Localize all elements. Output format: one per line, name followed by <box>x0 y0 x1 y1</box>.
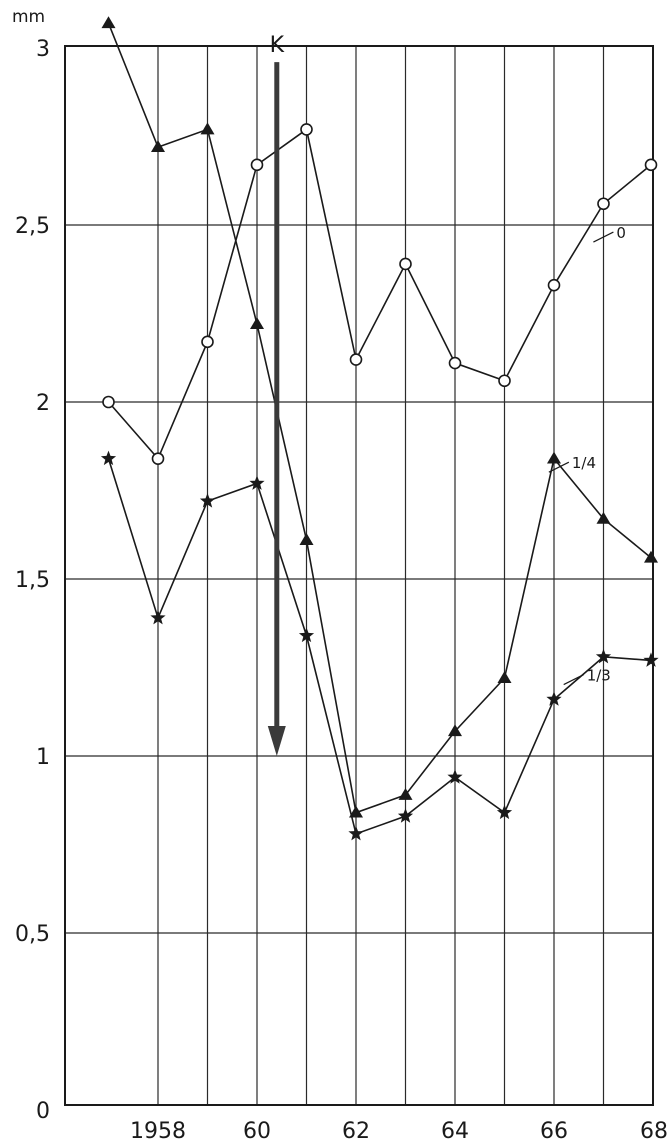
star-marker <box>100 450 117 466</box>
circle-marker <box>448 356 462 370</box>
triangle-marker <box>547 451 561 464</box>
x-tick-label: 68 <box>640 1119 668 1142</box>
series-label-leader <box>548 461 570 473</box>
triangle-marker <box>200 122 215 135</box>
y-axis-tick-labels: 0 0,5 1 1,5 2 2,5 3 <box>15 37 50 1124</box>
triangle-marker <box>349 805 363 818</box>
triangle-marker <box>250 317 264 330</box>
triangle-marker <box>497 671 512 684</box>
annotation-arrow: K <box>267 33 286 756</box>
triangle-marker <box>596 511 611 524</box>
y-tick-label: 0,5 <box>15 922 50 947</box>
y-tick-label: 1,5 <box>15 568 50 593</box>
y-tick-label: 0 <box>36 1099 50 1124</box>
x-tick-label: 1958 <box>130 1119 186 1142</box>
circle-marker <box>151 452 165 465</box>
x-tick-label: 62 <box>342 1119 370 1142</box>
triangle-marker <box>101 16 116 29</box>
star-marker <box>643 652 659 667</box>
star-marker <box>150 609 166 625</box>
circle-marker <box>300 123 313 136</box>
series-3: 1/3 <box>100 450 659 841</box>
star-marker <box>348 825 364 841</box>
grid <box>65 46 653 1105</box>
x-tick-label: 66 <box>540 1119 568 1142</box>
star-marker <box>496 804 513 820</box>
series-line <box>107 128 652 461</box>
triangle-marker <box>448 724 462 737</box>
circle-marker <box>597 197 610 211</box>
star-marker <box>447 769 463 784</box>
y-axis-unit-label: mm <box>12 7 45 27</box>
triangle-marker <box>299 533 314 545</box>
y-tick-label: 2 <box>36 391 50 416</box>
y-tick-label: 3 <box>36 37 50 62</box>
x-tick-label: 60 <box>243 1119 271 1142</box>
circle-marker <box>349 353 363 366</box>
circle-marker <box>644 158 658 172</box>
y-tick-label: 1 <box>36 745 50 770</box>
series-label: 0 <box>616 224 626 242</box>
star-marker <box>199 493 216 508</box>
y-tick-label: 2,5 <box>15 214 50 239</box>
star-marker <box>546 691 562 706</box>
circle-marker <box>547 278 561 292</box>
x-axis-tick-labels: 1958 60 62 64 66 68 <box>130 1119 668 1142</box>
series-1: 0 <box>102 123 658 465</box>
star-marker <box>595 648 612 664</box>
circle-marker <box>102 395 115 409</box>
triangle-marker <box>644 550 658 563</box>
annotation-group: K <box>267 33 286 756</box>
series-line <box>107 458 652 835</box>
circle-marker <box>498 374 511 388</box>
circle-marker <box>250 158 264 172</box>
triangle-marker <box>398 787 413 800</box>
arrow-head <box>267 726 286 756</box>
series-2: 1/4 <box>101 16 658 818</box>
plot-frame <box>64 45 654 1106</box>
series-label: 1/4 <box>572 454 596 472</box>
circle-marker <box>201 335 214 349</box>
star-marker <box>249 475 265 490</box>
circle-marker <box>399 257 412 271</box>
series-label: 1/3 <box>587 667 611 685</box>
annotation-label: K <box>270 33 285 58</box>
series-line <box>107 22 652 814</box>
star-marker <box>397 808 414 823</box>
series-label-leader <box>593 231 614 243</box>
triangle-marker <box>151 140 165 153</box>
series-label-leader <box>563 674 584 686</box>
x-tick-label: 64 <box>441 1119 469 1142</box>
star-marker <box>298 627 315 643</box>
series-group: 0 1/4 1/3 <box>100 16 659 841</box>
